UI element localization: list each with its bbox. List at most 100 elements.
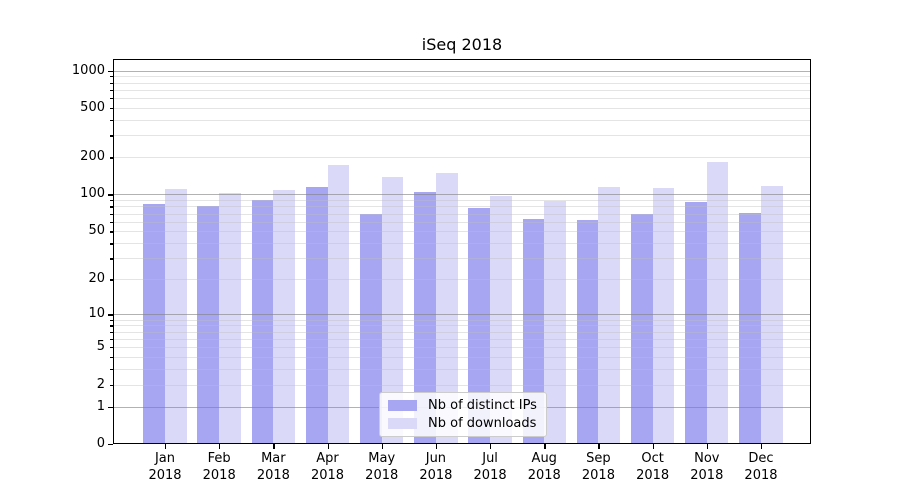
x-tick bbox=[381, 444, 384, 449]
y-minor-tick bbox=[110, 89, 113, 92]
y-tick-label: 10 bbox=[88, 306, 105, 322]
y-tick bbox=[109, 157, 113, 159]
chart-title: iSeq 2018 bbox=[421, 35, 503, 54]
bar-distinct-ips bbox=[360, 213, 382, 444]
x-tick-label: Mar 2018 bbox=[256, 451, 290, 483]
bar-distinct-ips bbox=[576, 220, 599, 444]
plot-area bbox=[113, 59, 811, 444]
y-tick-label: 1 bbox=[96, 398, 105, 414]
x-tick-label: Feb 2018 bbox=[202, 451, 236, 483]
minor-gridline bbox=[113, 356, 811, 358]
y-tick-label: 2 bbox=[96, 376, 105, 392]
y-minor-tick bbox=[110, 338, 113, 341]
legend-item-ips: Nb of distinct IPs bbox=[388, 398, 538, 413]
bar-downloads bbox=[327, 165, 350, 444]
y-tick bbox=[108, 444, 113, 446]
y-tick-label: 5 bbox=[96, 339, 105, 355]
y-minor-tick bbox=[110, 369, 113, 371]
x-tick-label: Aug 2018 bbox=[527, 451, 561, 483]
bar-distinct-ips bbox=[197, 206, 220, 444]
y-minor-tick bbox=[110, 325, 113, 327]
y-minor-tick bbox=[110, 135, 113, 137]
x-tick-label: Oct 2018 bbox=[636, 451, 670, 483]
y-tick-label: 1000 bbox=[71, 62, 105, 78]
legend: Nb of distinct IPs Nb of downloads bbox=[379, 392, 547, 437]
minor-gridline bbox=[113, 135, 811, 137]
bar-distinct-ips bbox=[522, 219, 545, 444]
y-tick bbox=[109, 231, 113, 233]
minor-gridline bbox=[113, 369, 811, 371]
minor-gridline bbox=[113, 331, 811, 333]
minor-gridline bbox=[113, 243, 811, 245]
minor-gridline bbox=[113, 82, 811, 84]
x-tick-label: Jun 2018 bbox=[419, 451, 453, 483]
y-tick bbox=[109, 384, 113, 386]
bar-downloads bbox=[273, 190, 296, 444]
x-tick bbox=[490, 444, 492, 449]
minor-gridline bbox=[113, 384, 811, 386]
x-tick bbox=[760, 444, 763, 449]
x-tick-label: Nov 2018 bbox=[690, 451, 724, 483]
bar-distinct-ips bbox=[143, 204, 165, 444]
y-minor-tick bbox=[110, 82, 113, 84]
x-tick-label: Sep 2018 bbox=[581, 451, 615, 483]
y-minor-tick bbox=[110, 221, 113, 224]
minor-gridline bbox=[113, 98, 811, 100]
bar-downloads bbox=[381, 176, 404, 444]
x-tick bbox=[327, 444, 329, 449]
y-tick-label: 50 bbox=[88, 223, 105, 239]
minor-gridline bbox=[113, 231, 811, 233]
y-tick bbox=[109, 107, 113, 110]
bar-downloads bbox=[165, 189, 187, 444]
minor-gridline bbox=[113, 258, 811, 260]
major-gridline bbox=[113, 194, 811, 196]
bar-distinct-ips bbox=[739, 212, 761, 444]
y-tick bbox=[108, 314, 113, 316]
major-gridline bbox=[113, 70, 811, 72]
legend-label-downloads: Nb of downloads bbox=[428, 416, 537, 431]
y-tick-label: 0 bbox=[96, 436, 105, 451]
y-tick bbox=[109, 347, 113, 349]
minor-gridline bbox=[113, 206, 811, 208]
bar-downloads bbox=[652, 187, 675, 444]
y-minor-tick bbox=[110, 331, 113, 333]
bar-distinct-ips bbox=[468, 208, 491, 444]
y-minor-tick bbox=[110, 76, 113, 78]
x-tick bbox=[219, 444, 221, 449]
y-minor-tick bbox=[110, 356, 113, 359]
minor-gridline bbox=[113, 325, 811, 327]
y-minor-tick bbox=[110, 119, 113, 122]
x-tick bbox=[706, 444, 709, 449]
minor-gridline bbox=[113, 200, 811, 202]
x-tick bbox=[652, 444, 654, 449]
minor-gridline bbox=[113, 157, 811, 159]
bar-downloads bbox=[219, 193, 241, 444]
x-tick bbox=[544, 444, 546, 449]
minor-gridline bbox=[113, 213, 811, 215]
y-minor-tick bbox=[110, 243, 113, 245]
ips-swatch bbox=[388, 400, 417, 411]
minor-gridline bbox=[113, 119, 811, 121]
y-tick bbox=[108, 406, 113, 408]
bar-distinct-ips bbox=[251, 200, 274, 444]
y-minor-tick bbox=[110, 213, 113, 215]
bar-downloads bbox=[544, 201, 566, 444]
bar-downloads bbox=[706, 162, 729, 444]
minor-gridline bbox=[113, 221, 811, 223]
minor-gridline bbox=[113, 107, 811, 109]
y-minor-tick bbox=[110, 200, 113, 202]
bar-distinct-ips bbox=[414, 191, 436, 444]
minor-gridline bbox=[113, 319, 811, 321]
y-tick bbox=[108, 194, 113, 196]
major-gridline bbox=[113, 314, 811, 316]
y-tick bbox=[108, 70, 113, 72]
y-tick-label: 100 bbox=[80, 186, 105, 202]
y-tick-label: 20 bbox=[88, 271, 105, 287]
bar-downloads bbox=[435, 172, 458, 444]
bar-downloads bbox=[490, 196, 512, 444]
x-tick-label: Jan 2018 bbox=[148, 451, 182, 483]
y-minor-tick bbox=[110, 98, 113, 100]
legend-item-downloads: Nb of downloads bbox=[388, 416, 538, 431]
x-tick-label: Apr 2018 bbox=[310, 451, 345, 483]
